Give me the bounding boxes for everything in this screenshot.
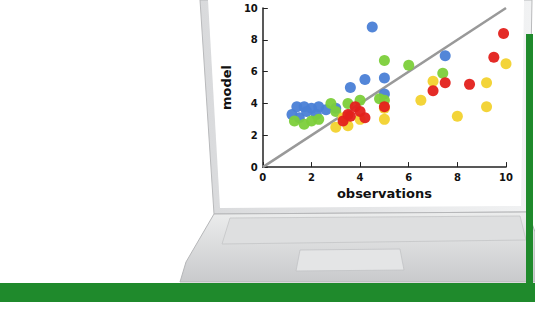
svg-text:10: 10 bbox=[499, 172, 513, 183]
svg-text:0: 0 bbox=[259, 172, 266, 183]
svg-text:0: 0 bbox=[251, 162, 258, 173]
svg-text:6: 6 bbox=[251, 66, 258, 77]
svg-text:2: 2 bbox=[251, 130, 258, 141]
svg-text:observations: observations bbox=[337, 186, 432, 201]
svg-text:10: 10 bbox=[244, 3, 258, 14]
svg-text:4: 4 bbox=[357, 172, 364, 183]
svg-text:6: 6 bbox=[405, 172, 412, 183]
svg-text:8: 8 bbox=[251, 34, 258, 45]
svg-text:2: 2 bbox=[308, 172, 315, 183]
svg-text:4: 4 bbox=[251, 98, 258, 109]
svg-text:model: model bbox=[219, 65, 234, 110]
svg-text:8: 8 bbox=[454, 172, 461, 183]
